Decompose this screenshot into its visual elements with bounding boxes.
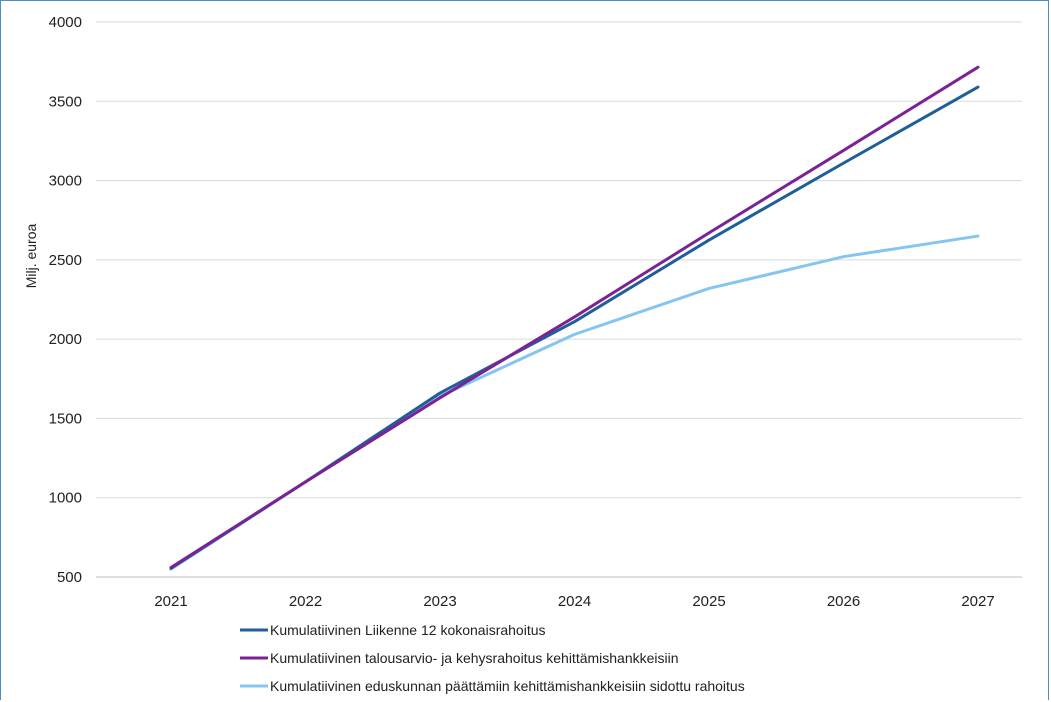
x-tick-label: 2024: [558, 593, 591, 610]
y-tick-label: 2000: [49, 331, 82, 348]
y-tick-label: 3500: [49, 93, 82, 110]
legend-label: Kumulatiivinen eduskunnan päättämiin keh…: [270, 678, 745, 694]
series-line-1: [169, 85, 980, 570]
x-tick-label: 2021: [154, 593, 187, 610]
y-axis-label: Milj. euroa: [23, 224, 39, 289]
x-tick-label: 2023: [423, 593, 456, 610]
legend-label: Kumulatiivinen Liikenne 12 kokonaisrahoi…: [270, 622, 546, 638]
x-tick-label: 2027: [961, 593, 994, 610]
x-axis-ticks: 2021 2022 2023 2024 2025 2026 2027: [154, 593, 994, 610]
x-tick-label: 2026: [827, 593, 860, 610]
series-line-2: [169, 65, 980, 569]
legend-item: Kumulatiivinen Liikenne 12 kokonaisrahoi…: [240, 622, 546, 638]
legend-item: Kumulatiivinen eduskunnan päättämiin keh…: [240, 678, 745, 694]
x-tick-label: 2022: [289, 593, 322, 610]
y-tick-label: 4000: [49, 14, 82, 31]
series-lines: [169, 65, 980, 571]
legend: Kumulatiivinen Liikenne 12 kokonaisrahoi…: [240, 622, 745, 694]
y-tick-label: 500: [57, 569, 82, 586]
legend-label: Kumulatiivinen talousarvio- ja kehysraho…: [270, 650, 679, 666]
legend-item: Kumulatiivinen talousarvio- ja kehysraho…: [240, 650, 679, 666]
y-axis-ticks: 500 1000 1500 2000 2500 3000 3500 4000: [49, 14, 82, 586]
y-tick-label: 1000: [49, 490, 82, 507]
y-tick-label: 2500: [49, 252, 82, 269]
x-tick-label: 2025: [692, 593, 725, 610]
y-tick-label: 1500: [49, 410, 82, 427]
y-tick-label: 3000: [49, 173, 82, 190]
gridlines: [96, 21, 1022, 499]
series-line-3: [169, 234, 980, 571]
